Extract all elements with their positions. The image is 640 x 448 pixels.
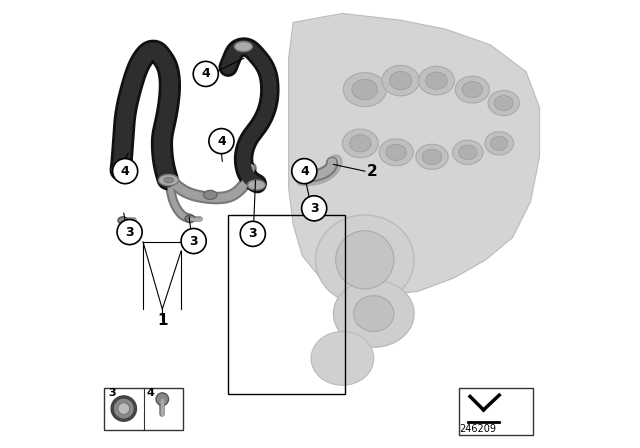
Ellipse shape bbox=[352, 79, 378, 100]
Ellipse shape bbox=[379, 139, 413, 166]
Circle shape bbox=[113, 159, 138, 184]
Ellipse shape bbox=[333, 280, 414, 347]
Ellipse shape bbox=[419, 66, 454, 95]
Circle shape bbox=[181, 228, 206, 254]
Ellipse shape bbox=[462, 82, 483, 98]
Ellipse shape bbox=[416, 144, 448, 169]
Circle shape bbox=[193, 61, 218, 86]
Ellipse shape bbox=[159, 174, 179, 186]
Circle shape bbox=[156, 393, 168, 405]
Text: 3: 3 bbox=[189, 234, 198, 248]
Text: 246209: 246209 bbox=[459, 424, 496, 434]
Ellipse shape bbox=[342, 129, 378, 158]
Ellipse shape bbox=[422, 149, 442, 164]
Circle shape bbox=[292, 159, 317, 184]
Ellipse shape bbox=[118, 167, 127, 172]
Circle shape bbox=[118, 403, 129, 414]
Text: 4: 4 bbox=[217, 134, 226, 148]
Ellipse shape bbox=[452, 140, 483, 164]
Circle shape bbox=[240, 221, 266, 246]
Text: 4: 4 bbox=[202, 67, 210, 81]
Ellipse shape bbox=[343, 73, 387, 107]
Ellipse shape bbox=[248, 180, 266, 190]
Ellipse shape bbox=[488, 90, 519, 116]
Ellipse shape bbox=[113, 164, 132, 175]
Ellipse shape bbox=[491, 136, 508, 151]
Ellipse shape bbox=[494, 95, 513, 111]
Bar bbox=[459, 388, 532, 435]
Ellipse shape bbox=[335, 231, 394, 289]
Ellipse shape bbox=[455, 76, 490, 103]
Ellipse shape bbox=[426, 72, 447, 89]
Ellipse shape bbox=[459, 145, 477, 159]
Circle shape bbox=[112, 397, 136, 420]
Text: 1: 1 bbox=[157, 313, 168, 328]
Text: 3: 3 bbox=[108, 388, 115, 398]
Ellipse shape bbox=[382, 65, 419, 96]
Text: 4: 4 bbox=[300, 164, 308, 178]
Ellipse shape bbox=[353, 296, 394, 332]
Ellipse shape bbox=[118, 217, 128, 224]
Text: 3: 3 bbox=[248, 227, 257, 241]
Text: 3: 3 bbox=[125, 225, 134, 239]
Ellipse shape bbox=[389, 72, 412, 90]
Ellipse shape bbox=[311, 332, 374, 385]
Bar bbox=[228, 215, 344, 394]
Ellipse shape bbox=[485, 132, 513, 155]
Text: 4: 4 bbox=[121, 164, 129, 178]
Circle shape bbox=[301, 196, 326, 221]
Text: 3: 3 bbox=[310, 202, 319, 215]
Ellipse shape bbox=[349, 135, 371, 152]
Text: 2: 2 bbox=[367, 164, 378, 179]
Ellipse shape bbox=[327, 157, 337, 165]
Polygon shape bbox=[289, 13, 540, 296]
Ellipse shape bbox=[316, 215, 414, 305]
Ellipse shape bbox=[298, 171, 308, 178]
Ellipse shape bbox=[204, 190, 217, 199]
Ellipse shape bbox=[185, 215, 195, 222]
Bar bbox=[104, 388, 183, 430]
Ellipse shape bbox=[234, 42, 252, 52]
Ellipse shape bbox=[164, 177, 173, 183]
Circle shape bbox=[117, 220, 142, 245]
Ellipse shape bbox=[386, 144, 406, 160]
Circle shape bbox=[209, 129, 234, 154]
Text: 4: 4 bbox=[147, 388, 155, 398]
